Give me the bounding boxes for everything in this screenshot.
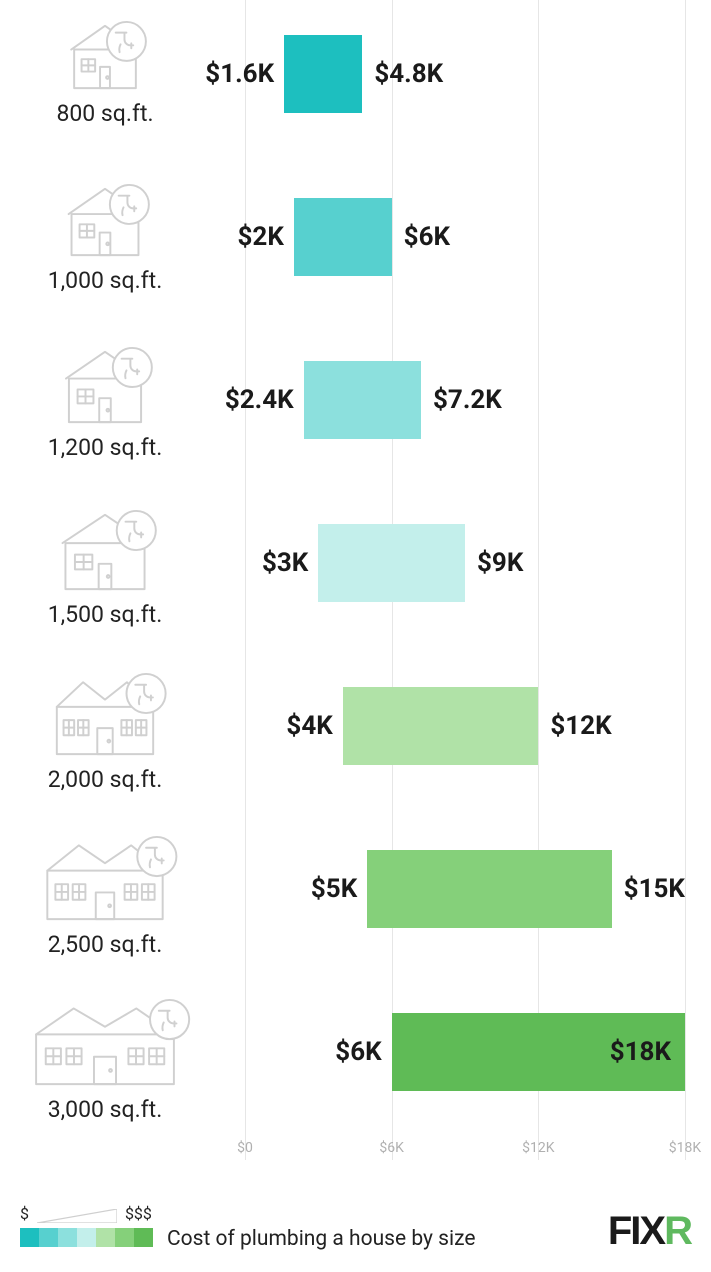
legend-price-scale: $ $$$ xyxy=(20,1204,476,1223)
range-bar xyxy=(343,687,539,765)
legend-swatch xyxy=(20,1228,39,1247)
range-bar xyxy=(318,524,465,602)
axis-tick-label: $6K xyxy=(379,1140,404,1156)
row-icon-column: 800 sq.ft. xyxy=(0,20,210,127)
bar-zone: $6K $18K xyxy=(245,1013,685,1091)
range-bar xyxy=(367,850,611,928)
bar-zone: $2K$6K xyxy=(245,198,685,276)
row-icon-column: 1,000 sq.ft. xyxy=(0,183,210,294)
logo-accent: R xyxy=(664,1209,691,1253)
sqft-label: 800 sq.ft. xyxy=(0,100,210,127)
chart-row: 2,500 sq.ft. $5K $15K xyxy=(0,835,711,998)
legend-swatch xyxy=(77,1228,96,1247)
high-value-label: $18K xyxy=(610,1039,671,1065)
price-wedge-icon xyxy=(37,1209,117,1223)
legend-high-symbol: $$$ xyxy=(125,1204,152,1223)
high-value-label: $6K xyxy=(404,224,450,250)
bar-zone: $5K $15K xyxy=(245,850,685,928)
house-pipe-icon xyxy=(53,509,157,595)
fixr-logo: FIXR xyxy=(608,1209,691,1254)
legend-swatch xyxy=(115,1228,134,1247)
bar-zone: $3K $9K xyxy=(245,524,685,602)
legend-swatch xyxy=(96,1228,115,1247)
sqft-label: 2,000 sq.ft. xyxy=(0,766,210,793)
row-icon-column: 1,500 sq.ft. xyxy=(0,509,210,628)
chart-area: 800 sq.ft.$1.6K$4.8K1,000 sq.ft.$2K$6K1,… xyxy=(0,0,711,1160)
low-value-label: $2.4K xyxy=(225,387,294,413)
high-value-label: $4.8K xyxy=(374,61,443,87)
legend-swatch xyxy=(39,1228,58,1247)
bar-zone: $4K $12K xyxy=(245,687,685,765)
chart-row: 1,200 sq.ft.$2.4K$7.2K xyxy=(0,346,711,509)
axis-tick-label: $0 xyxy=(237,1140,253,1156)
row-icon-column: 2,000 sq.ft. xyxy=(0,672,210,793)
axis-tick-label: $18K xyxy=(669,1140,701,1156)
house-pipe-icon xyxy=(43,672,167,760)
legend-text: Cost of plumbing a house by size xyxy=(167,1227,476,1251)
low-value-label: $2K xyxy=(238,224,284,250)
legend-swatches xyxy=(20,1228,153,1251)
legend-swatch xyxy=(58,1228,77,1247)
chart-row: 2,000 sq.ft. $4K $12K xyxy=(0,672,711,835)
range-bar xyxy=(304,361,421,439)
low-value-label: $5K xyxy=(311,876,357,902)
logo-text: FIX xyxy=(608,1209,664,1253)
house-pipe-icon xyxy=(60,183,150,261)
row-icon-column: 2,500 sq.ft. xyxy=(0,835,210,958)
footer: $ $$$ Cost of plumbing a house by size F… xyxy=(0,1192,711,1272)
low-value-label: $3K xyxy=(262,550,308,576)
high-value-label: $15K xyxy=(624,876,685,902)
sqft-label: 1,200 sq.ft. xyxy=(0,434,210,461)
chart-row: 1,000 sq.ft.$2K$6K xyxy=(0,183,711,346)
legend-swatch xyxy=(134,1228,153,1247)
legend: $ $$$ Cost of plumbing a house by size xyxy=(20,1204,476,1251)
sqft-label: 3,000 sq.ft. xyxy=(0,1096,210,1123)
house-pipe-icon xyxy=(63,20,147,94)
sqft-label: 1,500 sq.ft. xyxy=(0,601,210,628)
high-value-label: $9K xyxy=(477,550,523,576)
low-value-label: $4K xyxy=(286,713,332,739)
bar-zone: $1.6K$4.8K xyxy=(245,35,685,113)
chart-row: 3,000 sq.ft. $6K $18K xyxy=(0,998,711,1161)
row-icon-column: 3,000 sq.ft. xyxy=(0,998,210,1123)
range-bar xyxy=(284,35,362,113)
row-icon-column: 1,200 sq.ft. xyxy=(0,346,210,461)
sqft-label: 2,500 sq.ft. xyxy=(0,931,210,958)
low-value-label: $6K xyxy=(335,1039,381,1065)
sqft-label: 1,000 sq.ft. xyxy=(0,267,210,294)
chart-row: 800 sq.ft.$1.6K$4.8K xyxy=(0,20,711,183)
axis-tick-label: $12K xyxy=(522,1140,554,1156)
house-pipe-icon xyxy=(57,346,153,428)
chart-rows: 800 sq.ft.$1.6K$4.8K1,000 sq.ft.$2K$6K1,… xyxy=(0,20,711,1161)
bar-zone: $2.4K$7.2K xyxy=(245,361,685,439)
house-pipe-icon xyxy=(19,998,191,1090)
x-axis-labels: $0$6K$12K$18K xyxy=(245,1140,685,1160)
range-bar xyxy=(294,198,392,276)
legend-low-symbol: $ xyxy=(20,1204,29,1223)
low-value-label: $1.6K xyxy=(205,61,274,87)
high-value-label: $12K xyxy=(550,713,611,739)
high-value-label: $7.2K xyxy=(433,387,502,413)
chart-row: 1,500 sq.ft. $3K $9K xyxy=(0,509,711,672)
house-pipe-icon xyxy=(32,835,178,925)
